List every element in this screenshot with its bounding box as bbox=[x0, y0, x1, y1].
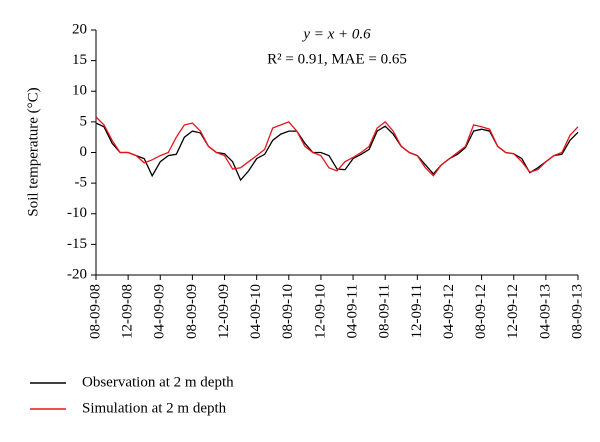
data-line bbox=[95, 116, 579, 177]
x-tick-label: 08-09-10 bbox=[280, 284, 296, 339]
x-tick-label: 08-09-08 bbox=[87, 284, 103, 339]
y-tick-label: 20 bbox=[72, 21, 87, 37]
x-tick-label: 04-09-09 bbox=[152, 284, 168, 339]
y-tick-label: 10 bbox=[72, 83, 87, 99]
x-tick-label: 04-09-10 bbox=[248, 284, 264, 339]
y-tick-label: -10 bbox=[67, 205, 87, 221]
x-tick-label: 12-09-09 bbox=[216, 284, 232, 339]
y-tick-label: -15 bbox=[67, 236, 87, 252]
x-tick-label: 04-09-11 bbox=[345, 284, 361, 338]
x-tick-label: 08-09-11 bbox=[377, 284, 393, 338]
x-tick-label: 08-09-12 bbox=[473, 284, 489, 339]
y-tick-label: 0 bbox=[80, 144, 88, 160]
y-tick-label: -5 bbox=[75, 175, 88, 191]
legend-label: Observation at 2 m depth bbox=[82, 374, 234, 390]
y-tick-label: 15 bbox=[72, 52, 87, 68]
y-axis-label: Soil temperature (°C) bbox=[25, 87, 41, 216]
x-tick-label: 04-09-13 bbox=[537, 284, 553, 339]
x-tick-label: 04-09-12 bbox=[441, 284, 457, 339]
x-tick-label: 12-09-11 bbox=[409, 284, 425, 338]
x-tick-label: 08-09-13 bbox=[569, 284, 585, 339]
annotation: R² = 0.91, MAE = 0.65 bbox=[267, 51, 407, 67]
annotation: y = x + 0.6 bbox=[301, 26, 371, 42]
x-tick-label: 12-09-10 bbox=[312, 284, 328, 339]
x-tick-label: 12-09-08 bbox=[120, 284, 136, 339]
x-tick-label: 08-09-09 bbox=[184, 284, 200, 339]
y-tick-label: -20 bbox=[67, 266, 87, 282]
y-tick-label: 5 bbox=[80, 113, 88, 129]
x-tick-label: 12-09-12 bbox=[505, 284, 521, 339]
legend-label: Simulation at 2 m depth bbox=[82, 400, 227, 416]
